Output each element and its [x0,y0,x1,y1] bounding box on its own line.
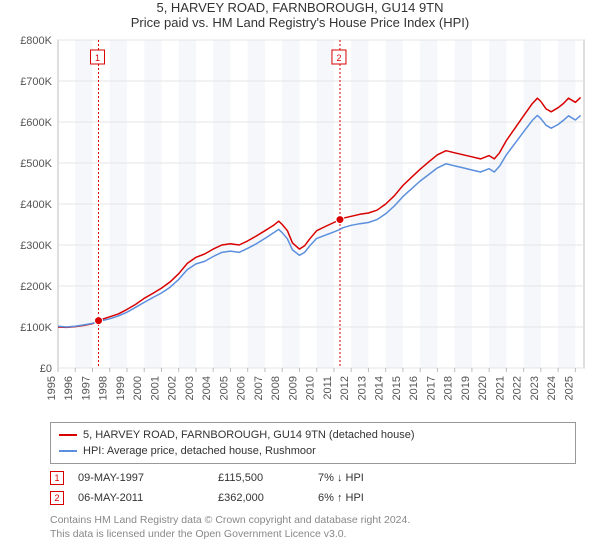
svg-text:2013: 2013 [356,376,368,400]
svg-text:£0: £0 [40,363,52,375]
marker-price: £115,500 [218,472,318,484]
svg-text:2016: 2016 [408,376,420,400]
svg-text:2019: 2019 [460,376,472,400]
svg-text:2017: 2017 [425,376,437,400]
legend-item: HPI: Average price, detached house, Rush… [59,443,567,459]
chart-area: £0 £100K £200K £300K £400K £500K £600K £700K £80… [10,34,590,414]
svg-text:£400K: £400K [20,199,52,211]
attribution-line: Contains HM Land Registry data © Crown c… [50,514,576,528]
legend-swatch [59,434,77,436]
svg-text:2023: 2023 [529,376,541,400]
legend-label: HPI: Average price, detached house, Rush… [83,445,316,457]
svg-text:1998: 1998 [98,376,110,400]
legend-item: 5, HARVEY ROAD, FARNBOROUGH, GU14 9TN (d… [59,427,567,443]
svg-text:2005: 2005 [218,376,230,400]
svg-text:2002: 2002 [167,376,179,400]
svg-text:£700K: £700K [20,76,52,88]
svg-text:1995: 1995 [46,376,58,400]
svg-text:2004: 2004 [201,376,213,400]
svg-text:2020: 2020 [477,376,489,400]
svg-text:£600K: £600K [20,117,52,129]
svg-text:£300K: £300K [20,240,52,252]
svg-text:2009: 2009 [287,376,299,400]
svg-text:2012: 2012 [339,376,351,400]
legend-swatch [59,450,77,452]
svg-text:2008: 2008 [270,376,282,400]
markers-table: 1 09-MAY-1997 £115,500 7% ↓ HPI 2 06-MAY… [50,468,576,508]
svg-text:2015: 2015 [391,376,403,400]
attribution: Contains HM Land Registry data © Crown c… [50,514,576,541]
marker-badge: 2 [50,491,64,505]
chart-svg: £0 £100K £200K £300K £400K £500K £600K £700K £80… [10,34,590,414]
svg-text:2024: 2024 [546,376,558,400]
marker-price: £362,000 [218,492,318,504]
svg-text:1999: 1999 [115,376,127,400]
marker-row: 1 09-MAY-1997 £115,500 7% ↓ HPI [50,468,576,488]
svg-text:2018: 2018 [443,376,455,400]
legend: 5, HARVEY ROAD, FARNBOROUGH, GU14 9TN (d… [50,422,576,464]
legend-label: 5, HARVEY ROAD, FARNBOROUGH, GU14 9TN (d… [83,429,415,441]
marker-badge: 1 [50,471,64,485]
svg-text:2014: 2014 [374,376,386,400]
chart-subtitle: Price paid vs. HM Land Registry's House … [0,15,600,30]
svg-text:£200K: £200K [20,281,52,293]
svg-text:2006: 2006 [236,376,248,400]
marker-delta: 7% ↓ HPI [318,472,418,484]
svg-text:2001: 2001 [149,376,161,400]
svg-text:2: 2 [336,53,341,63]
svg-text:1996: 1996 [63,376,75,400]
svg-text:1: 1 [95,53,100,63]
svg-text:2022: 2022 [512,376,524,400]
svg-text:£500K: £500K [20,158,52,170]
marker-date: 06-MAY-2011 [78,492,218,504]
svg-text:2011: 2011 [322,376,334,400]
marker-row: 2 06-MAY-2011 £362,000 6% ↑ HPI [50,488,576,508]
svg-text:2010: 2010 [305,376,317,400]
svg-text:2021: 2021 [494,376,506,400]
marker-date: 09-MAY-1997 [78,472,218,484]
chart-title: 5, HARVEY ROAD, FARNBOROUGH, GU14 9TN [0,0,600,15]
svg-text:2000: 2000 [132,376,144,400]
svg-text:£800K: £800K [20,35,52,47]
svg-text:2003: 2003 [184,376,196,400]
attribution-line: This data is licensed under the Open Gov… [50,528,576,542]
marker-delta: 6% ↑ HPI [318,492,418,504]
svg-text:2025: 2025 [563,376,575,400]
svg-text:2007: 2007 [253,376,265,400]
svg-text:1997: 1997 [80,376,92,400]
svg-text:£100K: £100K [20,322,52,334]
